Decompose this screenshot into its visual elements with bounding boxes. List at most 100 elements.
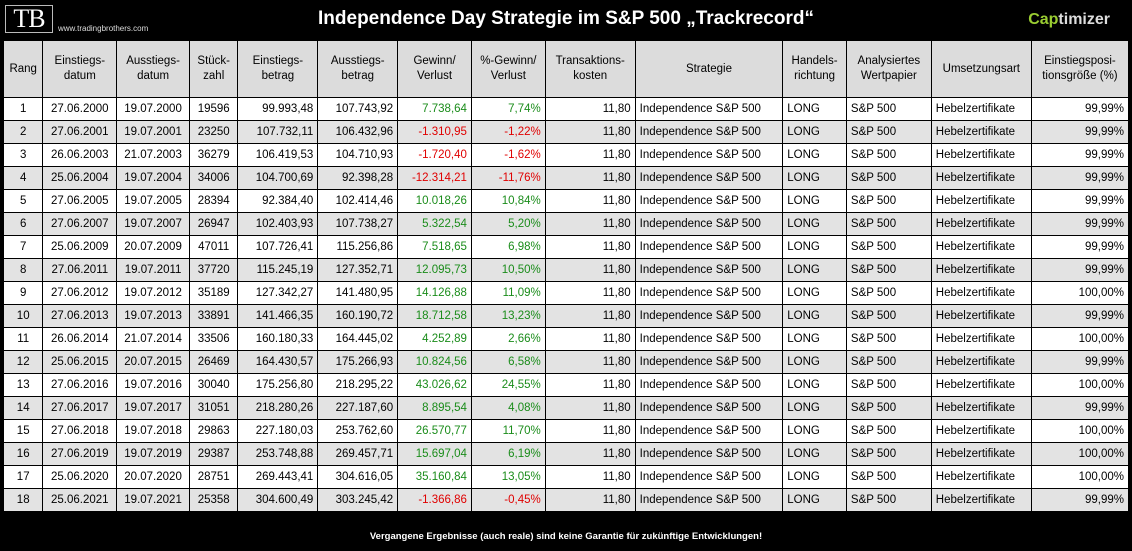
table-cell: 100,00% bbox=[1030, 373, 1130, 397]
table-cell: 11,80 bbox=[544, 442, 636, 466]
column-header: Ausstiegs-datum bbox=[116, 40, 190, 98]
table-cell: 24,55% bbox=[470, 373, 546, 397]
brand-prefix: Cap bbox=[1028, 11, 1059, 28]
table-cell: 115.256,86 bbox=[317, 235, 399, 259]
table-cell: 13,05% bbox=[470, 465, 546, 489]
table-cell: -1,22% bbox=[470, 120, 546, 144]
table-cell: 99,99% bbox=[1030, 143, 1130, 167]
table-cell: Hebelzertifikate bbox=[930, 120, 1032, 144]
table-cell: Independence S&P 500 bbox=[634, 350, 784, 374]
table-header-row: Rang Einstiegs-datum Ausstiegs-datum Stück-… bbox=[2, 40, 1130, 98]
table-cell: S&P 500 bbox=[845, 442, 932, 466]
table-row: 1 27.06.2000 19.07.2000 19596 99.993,48 107.7… bbox=[2, 97, 1130, 121]
table-cell: 99.993,48 bbox=[237, 97, 319, 121]
table-cell: Independence S&P 500 bbox=[634, 120, 784, 144]
table-cell: 11,80 bbox=[544, 373, 636, 397]
page-title: Independence Day Strategie im S&P 500 „T… bbox=[318, 8, 814, 29]
table-cell: 11,80 bbox=[544, 281, 636, 305]
table-cell: 25.06.2015 bbox=[42, 350, 118, 374]
column-header: Strategie bbox=[634, 40, 784, 98]
logo-url: www.tradingbrothers.com bbox=[58, 24, 149, 33]
table-cell: 99,99% bbox=[1030, 97, 1130, 121]
table-cell: 26.06.2003 bbox=[42, 143, 118, 167]
table-cell: 1 bbox=[2, 97, 44, 121]
disclaimer: Vergangene Ergebnisse (auch reale) sind … bbox=[369, 531, 763, 542]
table-row: 8 27.06.2011 19.07.2011 37720 115.245,19 127.… bbox=[2, 258, 1130, 282]
table-cell: 5 bbox=[2, 189, 44, 213]
table-cell: 11,80 bbox=[544, 465, 636, 489]
table-cell: LONG bbox=[782, 212, 847, 236]
table-cell: 25358 bbox=[188, 488, 239, 512]
table-cell: 127.352,71 bbox=[317, 258, 399, 282]
table-cell: LONG bbox=[782, 327, 847, 351]
table-cell: 11,80 bbox=[544, 143, 636, 167]
table-cell: Independence S&P 500 bbox=[634, 396, 784, 420]
table-cell: 102.414,46 bbox=[317, 189, 399, 213]
table-cell: 19.07.2000 bbox=[116, 97, 190, 121]
table-cell: S&P 500 bbox=[845, 465, 932, 489]
table-cell: Independence S&P 500 bbox=[634, 235, 784, 259]
table-cell: 6 bbox=[2, 212, 44, 236]
table-cell: 5,20% bbox=[470, 212, 546, 236]
table-cell: S&P 500 bbox=[845, 235, 932, 259]
table-cell: 160.180,33 bbox=[237, 327, 319, 351]
table-cell: 20.07.2015 bbox=[116, 350, 190, 374]
table-cell: 141.480,95 bbox=[317, 281, 399, 305]
table-cell: 33506 bbox=[188, 327, 239, 351]
column-header: Umsetzungsart bbox=[930, 40, 1032, 98]
brand-suffix: timizer bbox=[1058, 11, 1110, 28]
table-cell: 141.466,35 bbox=[237, 304, 319, 328]
table-cell: 2,66% bbox=[470, 327, 546, 351]
table-cell: 100,00% bbox=[1030, 419, 1130, 443]
table-row: 13 27.06.2016 19.07.2016 30040 175.256,80 218… bbox=[2, 373, 1130, 397]
table-cell: 19.07.2001 bbox=[116, 120, 190, 144]
table-cell: -1.720,40 bbox=[397, 143, 472, 167]
table-cell: 99,99% bbox=[1030, 166, 1130, 190]
table-cell: 8 bbox=[2, 258, 44, 282]
table-cell: LONG bbox=[782, 465, 847, 489]
table-cell: 11,80 bbox=[544, 235, 636, 259]
table-cell: LONG bbox=[782, 396, 847, 420]
table-cell: -0,45% bbox=[470, 488, 546, 512]
table-cell: 8.895,54 bbox=[397, 396, 472, 420]
table-cell: 27.06.2001 bbox=[42, 120, 118, 144]
table-cell: Independence S&P 500 bbox=[634, 419, 784, 443]
table-cell: 19.07.2007 bbox=[116, 212, 190, 236]
table-cell: 6,58% bbox=[470, 350, 546, 374]
table-cell: S&P 500 bbox=[845, 419, 932, 443]
table-cell: 18.712,58 bbox=[397, 304, 472, 328]
table-cell: 11,80 bbox=[544, 189, 636, 213]
table-cell: S&P 500 bbox=[845, 120, 932, 144]
table-cell: Hebelzertifikate bbox=[930, 327, 1032, 351]
table-cell: LONG bbox=[782, 120, 847, 144]
table-cell: 107.732,11 bbox=[237, 120, 319, 144]
table-cell: 25.06.2004 bbox=[42, 166, 118, 190]
table-cell: 99,99% bbox=[1030, 189, 1130, 213]
table-cell: -1.310,95 bbox=[397, 120, 472, 144]
table-cell: 11,80 bbox=[544, 419, 636, 443]
table-row: 3 26.06.2003 21.07.2003 36279 106.419,53 104.… bbox=[2, 143, 1130, 167]
table-cell: LONG bbox=[782, 166, 847, 190]
table-cell: 11,80 bbox=[544, 327, 636, 351]
table-cell: 20.07.2009 bbox=[116, 235, 190, 259]
table-cell: LONG bbox=[782, 488, 847, 512]
table-cell: Independence S&P 500 bbox=[634, 304, 784, 328]
column-header: %-Gewinn/Verlust bbox=[470, 40, 546, 98]
table-cell: LONG bbox=[782, 258, 847, 282]
table-cell: 15.697,04 bbox=[397, 442, 472, 466]
table-row: 12 25.06.2015 20.07.2015 26469 164.430,57 175… bbox=[2, 350, 1130, 374]
table-cell: 127.342,27 bbox=[237, 281, 319, 305]
table-cell: 27.06.2012 bbox=[42, 281, 118, 305]
table-cell: Hebelzertifikate bbox=[930, 235, 1032, 259]
table-cell: Hebelzertifikate bbox=[930, 281, 1032, 305]
table-cell: LONG bbox=[782, 304, 847, 328]
column-header: Analysiertes Wertpapier bbox=[845, 40, 932, 98]
table-cell: S&P 500 bbox=[845, 350, 932, 374]
table-cell: 11,80 bbox=[544, 488, 636, 512]
table-cell: 106.432,96 bbox=[317, 120, 399, 144]
table-cell: 19.07.2016 bbox=[116, 373, 190, 397]
table-cell: 100,00% bbox=[1030, 442, 1130, 466]
table-cell: 99,99% bbox=[1030, 120, 1130, 144]
table-cell: -1,62% bbox=[470, 143, 546, 167]
table-cell: 106.419,53 bbox=[237, 143, 319, 167]
